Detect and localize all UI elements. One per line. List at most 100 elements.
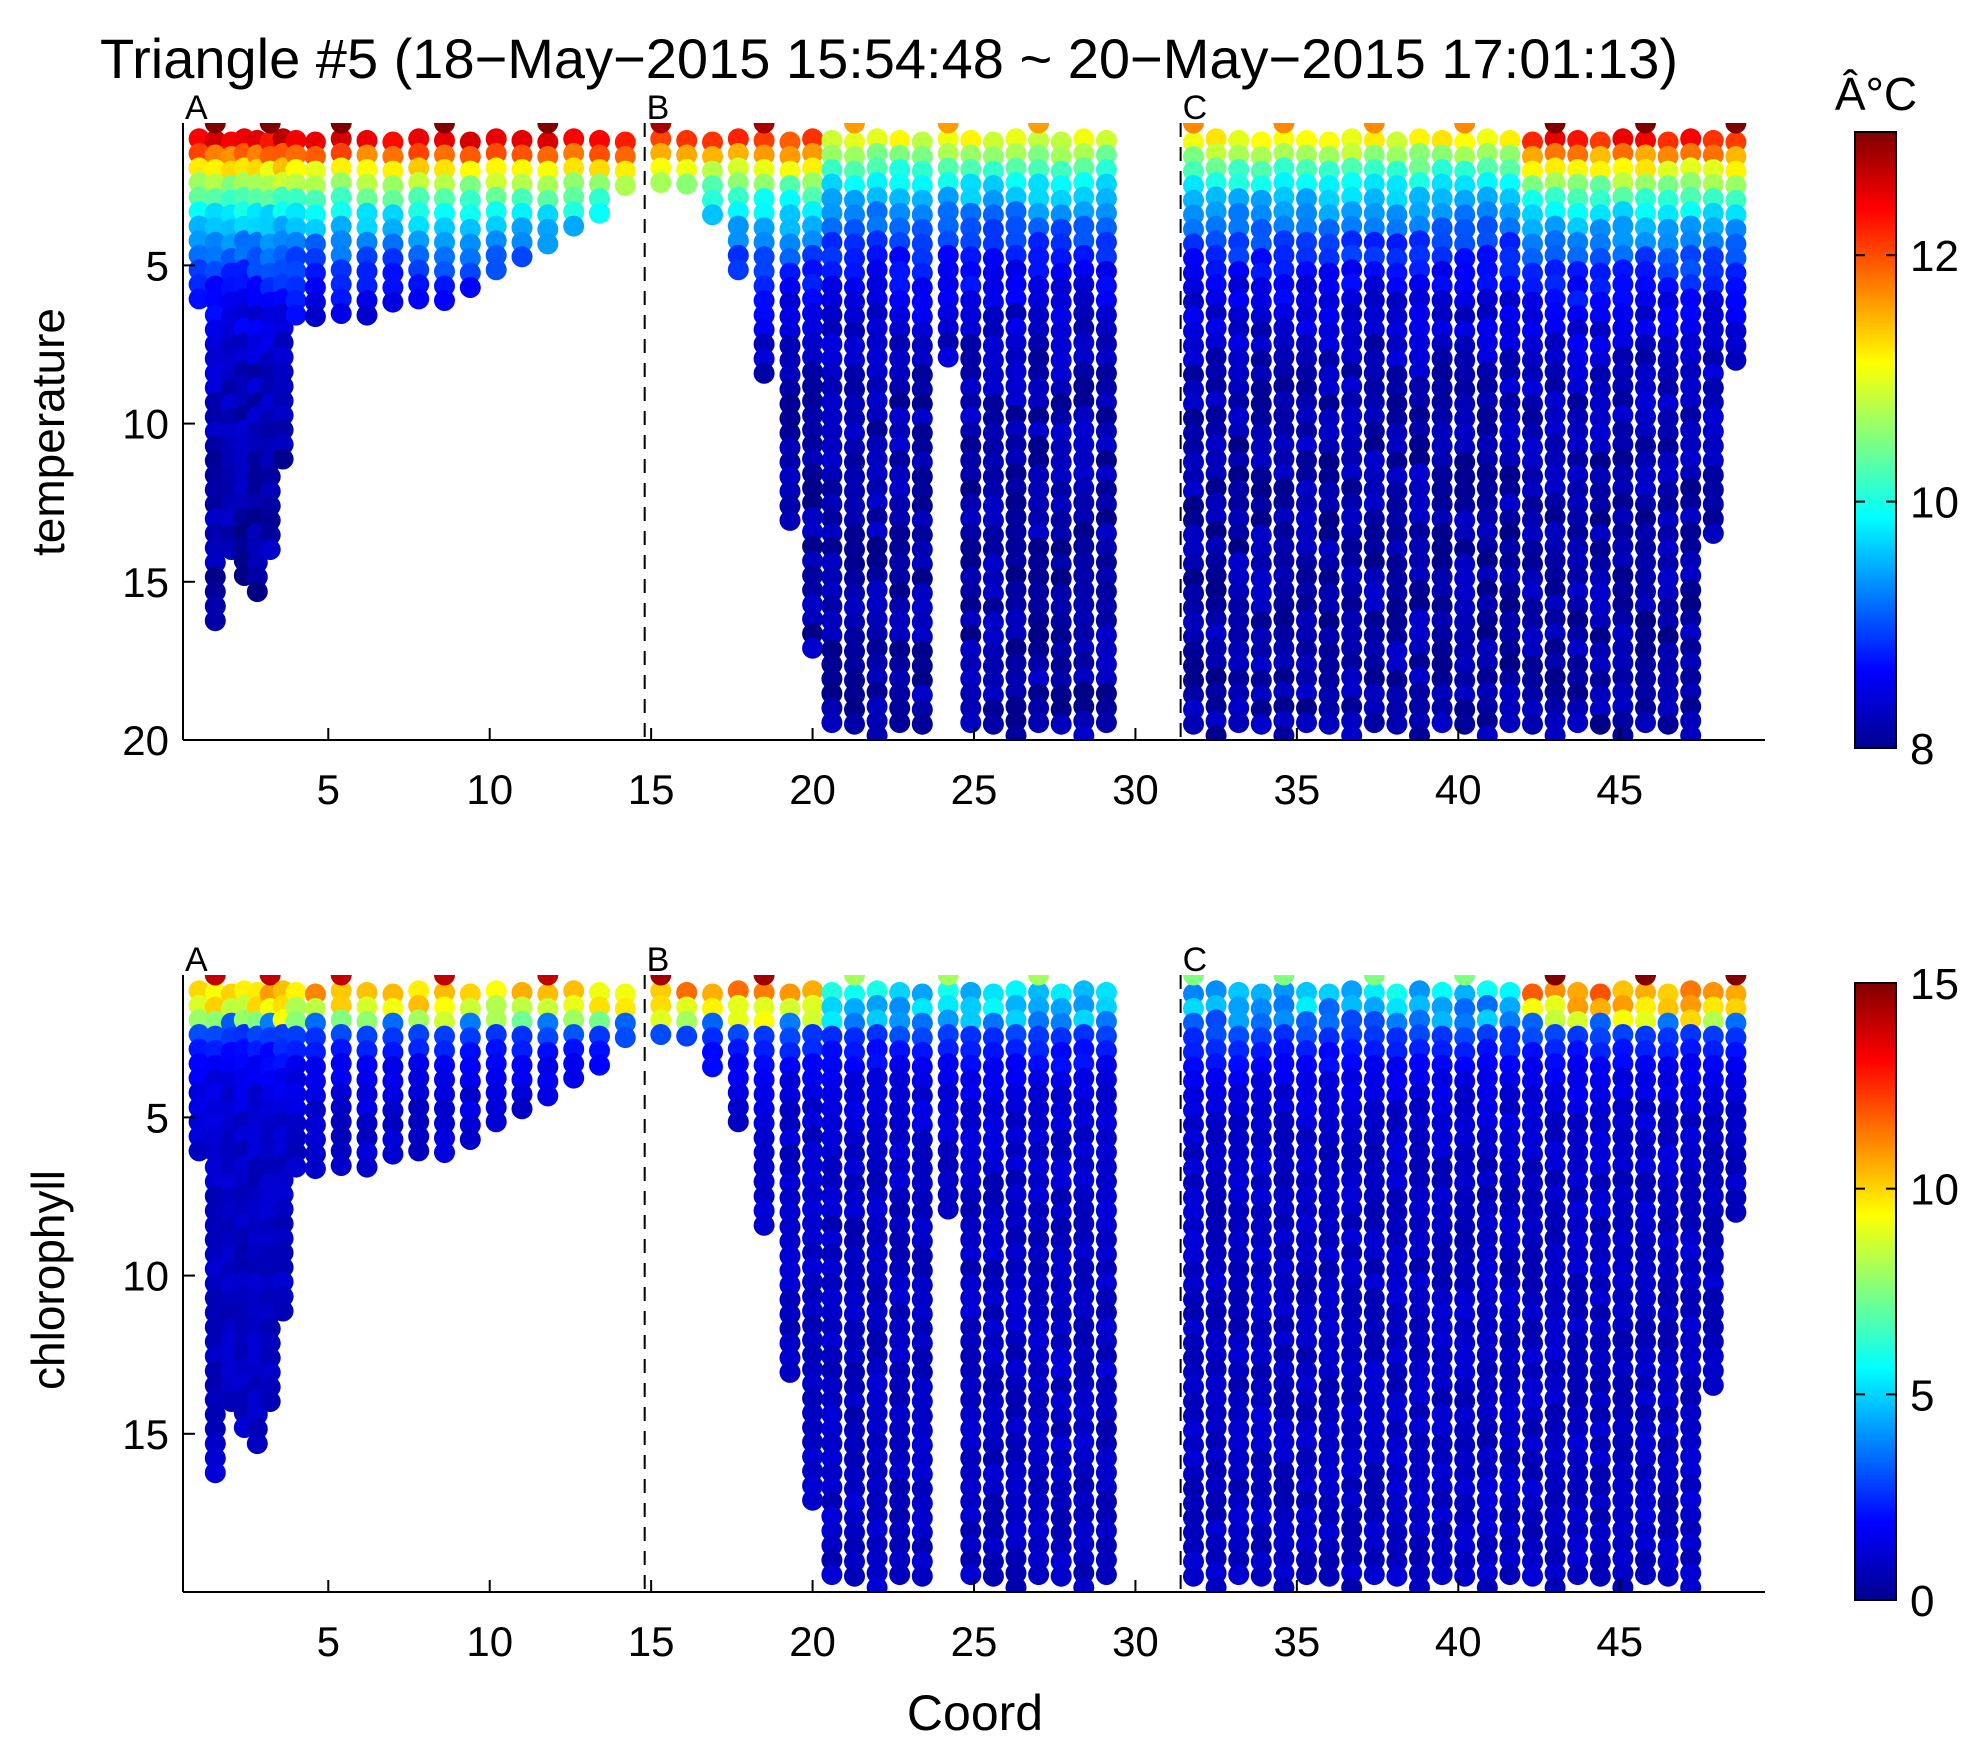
data-point bbox=[511, 1098, 533, 1120]
data-point bbox=[1095, 697, 1117, 719]
data-point bbox=[1005, 1489, 1027, 1511]
data-point bbox=[1635, 144, 1656, 166]
data-point bbox=[1567, 1200, 1589, 1222]
data-point bbox=[1050, 524, 1072, 546]
data-point bbox=[1409, 1271, 1430, 1293]
data-point bbox=[779, 1085, 801, 1107]
data-point bbox=[563, 201, 585, 223]
data-point bbox=[802, 1038, 824, 1060]
data-point bbox=[1589, 655, 1611, 677]
data-point bbox=[1680, 463, 1702, 485]
data-point bbox=[1409, 1125, 1430, 1147]
data-point bbox=[1183, 218, 1204, 240]
data-point bbox=[960, 493, 982, 515]
data-point bbox=[1183, 204, 1204, 226]
x-tick-label: 20 bbox=[789, 766, 836, 813]
data-point bbox=[982, 1492, 1004, 1514]
data-point bbox=[1612, 157, 1634, 179]
data-point bbox=[356, 1025, 378, 1047]
data-point bbox=[1341, 1417, 1363, 1438]
data-point bbox=[1431, 479, 1453, 501]
data-point bbox=[1363, 668, 1385, 690]
data-point bbox=[1341, 1169, 1363, 1191]
data-point bbox=[1612, 1358, 1634, 1380]
data-point bbox=[1028, 1098, 1050, 1120]
data-point bbox=[1635, 421, 1656, 442]
data-point bbox=[1296, 1447, 1317, 1469]
data-point bbox=[1363, 1433, 1385, 1455]
data-point bbox=[1363, 1302, 1385, 1324]
temperature-colorbar-label: Â°C bbox=[1835, 68, 1917, 120]
data-point bbox=[1454, 335, 1476, 357]
data-point bbox=[1050, 1347, 1072, 1369]
data-point bbox=[1205, 375, 1227, 397]
data-point bbox=[1657, 451, 1679, 473]
data-point bbox=[1205, 1358, 1227, 1380]
data-point bbox=[1228, 566, 1250, 588]
data-point bbox=[1073, 1184, 1095, 1206]
data-point bbox=[1205, 1446, 1227, 1468]
data-point bbox=[1028, 348, 1050, 370]
data-point bbox=[1205, 1271, 1227, 1293]
data-point bbox=[1499, 1069, 1521, 1091]
data-point bbox=[1228, 522, 1250, 544]
data-point bbox=[1073, 1096, 1095, 1118]
data-point bbox=[459, 1114, 481, 1136]
data-point bbox=[982, 1114, 1004, 1136]
data-point bbox=[1250, 1201, 1272, 1223]
data-point bbox=[1499, 1054, 1521, 1076]
data-point bbox=[911, 233, 933, 255]
data-point bbox=[1499, 1142, 1521, 1163]
data-point bbox=[1499, 1549, 1521, 1571]
data-point bbox=[1228, 173, 1250, 195]
data-point bbox=[1228, 435, 1250, 457]
data-point bbox=[1431, 1418, 1453, 1440]
data-point bbox=[1522, 1172, 1543, 1194]
data-point bbox=[1589, 262, 1611, 284]
data-point bbox=[511, 996, 533, 1018]
data-point bbox=[702, 1056, 723, 1078]
data-point bbox=[1522, 655, 1543, 677]
data-point bbox=[779, 1332, 801, 1354]
data-point bbox=[1228, 610, 1250, 632]
data-point bbox=[204, 202, 226, 224]
data-point bbox=[1612, 1038, 1634, 1060]
data-point bbox=[1657, 1318, 1679, 1340]
data-point bbox=[1657, 1391, 1679, 1412]
data-point bbox=[1499, 653, 1521, 675]
chlorophyll-y-label: chlorophyll bbox=[22, 1170, 74, 1390]
data-point bbox=[1318, 1361, 1340, 1383]
data-point bbox=[1409, 419, 1430, 441]
data-point bbox=[1250, 451, 1272, 473]
data-point bbox=[1431, 1331, 1453, 1353]
data-point bbox=[304, 1085, 326, 1107]
data-point bbox=[1050, 655, 1072, 677]
data-point bbox=[1476, 594, 1498, 616]
data-point bbox=[537, 1041, 559, 1063]
data-point bbox=[1073, 1577, 1095, 1592]
data-point bbox=[204, 1316, 226, 1338]
data-point bbox=[1205, 1198, 1227, 1220]
data-point bbox=[589, 188, 610, 210]
data-point bbox=[434, 123, 455, 134]
data-point bbox=[1635, 231, 1656, 253]
data-point bbox=[1702, 1127, 1724, 1149]
data-point bbox=[1250, 422, 1272, 444]
data-point bbox=[1657, 1536, 1679, 1558]
x-tick-label: 40 bbox=[1435, 766, 1482, 813]
data-point bbox=[866, 128, 888, 150]
data-point bbox=[1273, 230, 1295, 252]
data-point bbox=[511, 1054, 533, 1076]
data-point bbox=[1499, 712, 1521, 734]
data-point bbox=[1635, 566, 1656, 588]
data-point bbox=[844, 1056, 865, 1078]
data-point bbox=[537, 123, 559, 134]
data-point bbox=[1296, 1316, 1317, 1338]
data-point bbox=[1183, 1245, 1204, 1267]
data-point bbox=[1522, 1507, 1543, 1529]
data-point bbox=[1499, 595, 1521, 617]
data-point bbox=[1409, 172, 1430, 193]
data-point bbox=[1476, 1373, 1498, 1395]
data-point bbox=[204, 1302, 226, 1324]
data-point bbox=[1228, 129, 1250, 151]
